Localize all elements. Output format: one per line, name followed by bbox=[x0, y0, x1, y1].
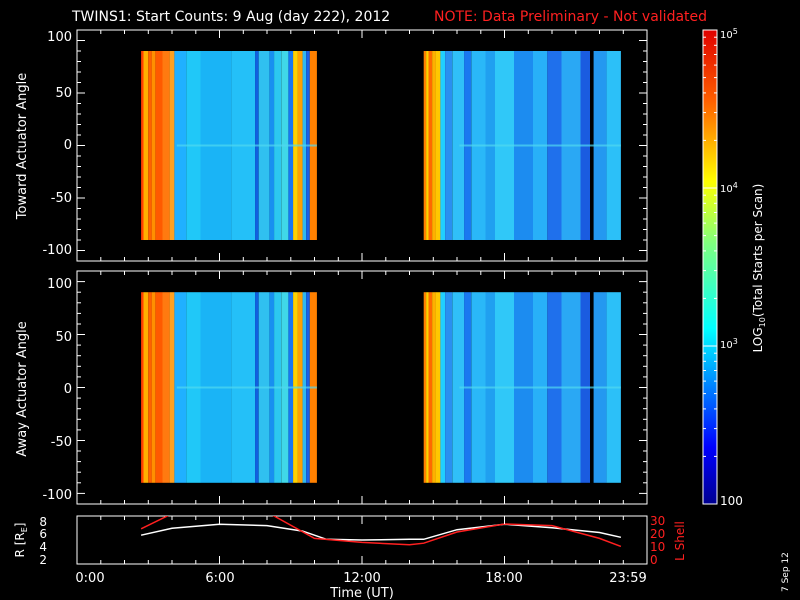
away-stripe bbox=[452, 292, 465, 483]
r-ytick-2: 2 bbox=[39, 553, 47, 567]
away-ytick-neg50: -50 bbox=[51, 435, 72, 450]
toward-ytick-50: 50 bbox=[55, 86, 72, 101]
toward-zero-line bbox=[459, 144, 621, 147]
cbar-tick-1e3: 103 bbox=[720, 337, 738, 351]
cbar-tick-1e4: 104 bbox=[720, 181, 738, 195]
away-stripe bbox=[440, 292, 446, 483]
away-stripe bbox=[428, 292, 433, 483]
toward-stripe bbox=[162, 51, 170, 240]
toward-ytick-neg100: -100 bbox=[42, 243, 72, 258]
away-stripe bbox=[445, 292, 453, 483]
away-stripe bbox=[141, 292, 144, 483]
away-angle-panel: 100 50 0 -50 -100 Away Actuator Angle bbox=[15, 270, 648, 505]
xlabel: Time (UT) bbox=[329, 586, 394, 600]
away-zero-line bbox=[459, 386, 621, 389]
colorbar: 105 104 103 100 LOG10(Total Starts per S… bbox=[702, 27, 767, 508]
toward-stripe bbox=[440, 51, 446, 240]
away-stripe bbox=[148, 292, 152, 483]
lshell-ytick-30: 30 bbox=[650, 514, 665, 528]
toward-stripe bbox=[151, 51, 156, 240]
lshell-ytick-10: 10 bbox=[650, 540, 665, 554]
toward-stripe bbox=[445, 51, 453, 240]
colorbar-label: LOG10(Total Starts per Scan) bbox=[751, 184, 767, 353]
away-stripe bbox=[162, 292, 170, 483]
preliminary-note: NOTE: Data Preliminary - Not validated bbox=[434, 9, 707, 25]
cbar-tick-100: 100 bbox=[720, 494, 743, 508]
away-ytick-0: 0 bbox=[64, 382, 72, 397]
away-stripe bbox=[143, 292, 149, 483]
toward-angle-panel: 100 50 0 -50 -100 Toward Actuator Angle bbox=[15, 29, 648, 262]
toward-stripe bbox=[148, 51, 152, 240]
r-ytick-8: 8 bbox=[39, 515, 47, 529]
toward-ytick-0: 0 bbox=[64, 138, 72, 153]
toward-stripe bbox=[143, 51, 149, 240]
cbar-tick-1e5: 105 bbox=[720, 27, 738, 41]
date-stamp: 7 Sep 12 bbox=[781, 552, 791, 592]
away-stripe bbox=[423, 292, 427, 483]
xtick-0000: 0:00 bbox=[75, 571, 104, 586]
lshell-ylabel: L Shell bbox=[673, 521, 687, 561]
toward-stripe bbox=[452, 51, 465, 240]
xtick-1200: 12:00 bbox=[343, 571, 380, 586]
toward-stripe bbox=[169, 51, 175, 240]
r-ylabel: R [RE] bbox=[13, 523, 29, 558]
away-ytick-100: 100 bbox=[47, 277, 72, 292]
away-ytick-neg100: -100 bbox=[42, 488, 72, 503]
away-stripe bbox=[155, 292, 163, 483]
away-stripe bbox=[151, 292, 156, 483]
toward-zero-line bbox=[176, 144, 317, 147]
away-zero-line bbox=[176, 386, 317, 389]
away-stripe bbox=[169, 292, 175, 483]
r-ytick-6: 6 bbox=[39, 527, 47, 541]
toward-stripe bbox=[428, 51, 433, 240]
lshell-ytick-0: 0 bbox=[650, 553, 658, 567]
away-stripe bbox=[432, 292, 436, 483]
away-ylabel: Away Actuator Angle bbox=[15, 321, 30, 456]
orbit-panel: 8 6 4 2 R [RE] 30 20 10 0 L Shell 0:00 6… bbox=[13, 514, 687, 600]
xtick-0600: 6:00 bbox=[205, 571, 234, 586]
toward-stripe bbox=[435, 51, 441, 240]
plot-title: TWINS1: Start Counts: 9 Aug (day 222), 2… bbox=[71, 9, 390, 25]
toward-ylabel: Toward Actuator Angle bbox=[15, 73, 30, 220]
toward-stripe bbox=[432, 51, 436, 240]
toward-ytick-100: 100 bbox=[47, 30, 72, 45]
toward-stripe bbox=[141, 51, 144, 240]
away-stripe bbox=[426, 292, 429, 483]
lshell-line bbox=[140, 516, 622, 548]
away-stripe bbox=[435, 292, 441, 483]
colorbar-gradient bbox=[703, 30, 717, 504]
toward-stripe bbox=[426, 51, 429, 240]
radius-line bbox=[140, 523, 622, 541]
xtick-2359: 23:59 bbox=[609, 571, 646, 586]
away-ytick-50: 50 bbox=[55, 330, 72, 345]
lshell-ytick-20: 20 bbox=[650, 527, 665, 541]
toward-ytick-neg50: -50 bbox=[51, 191, 72, 206]
toward-stripe bbox=[423, 51, 427, 240]
r-ytick-4: 4 bbox=[39, 540, 47, 554]
xtick-1800: 18:00 bbox=[485, 571, 522, 586]
toward-stripe bbox=[155, 51, 163, 240]
